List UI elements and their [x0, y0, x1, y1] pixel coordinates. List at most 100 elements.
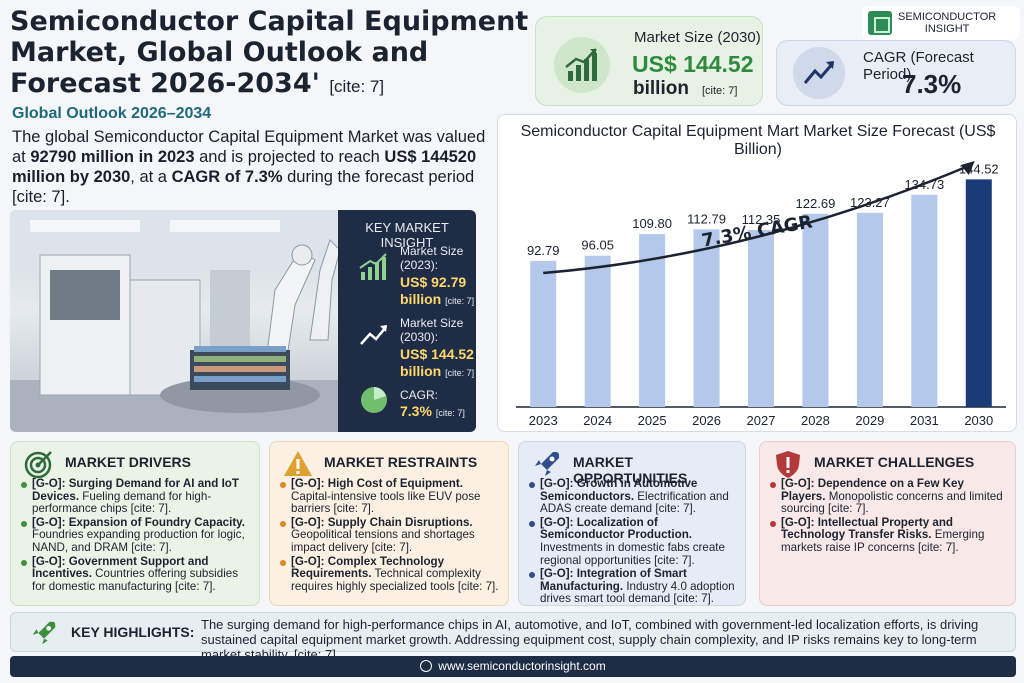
- forecast-bar-chart: 92.79 2023 96.05 2024 109.80 2025 112.79 2026 11…: [516, 161, 1006, 428]
- item-bold: [G-O]: Government Support and Incentives…: [32, 554, 209, 581]
- trend-arrow-icon: [360, 325, 387, 345]
- insight-2-value-a: US$ 144.52: [400, 346, 474, 362]
- warning-icon: [284, 451, 312, 476]
- bar-value-label: 122.69: [796, 196, 836, 211]
- insight-2-unit: billion: [400, 363, 442, 379]
- market-restraints-box: MARKET RESTRAINTS [G-O]: High Cost of Eq…: [269, 441, 509, 606]
- footer-url-link[interactable]: www.semiconductorinsight.com: [438, 659, 606, 673]
- x-tick-label: 2029: [855, 413, 884, 428]
- market-opportunities-box: MARKET OPPORTUNITIES [G-O]: Growth in Au…: [518, 441, 746, 606]
- list-item: [G-O]: Complex Technology Requirements. …: [280, 554, 502, 594]
- intro-text-1: The global Semiconductor Capital Equipme…: [12, 128, 486, 166]
- drivers-list: [G-O]: Surging Demand for AI and IoT Dev…: [21, 477, 253, 594]
- brand-logo[interactable]: SEMICONDUCTOR INSIGHT: [862, 6, 1020, 40]
- page-title-text: Semiconductor Capital Equipment Market, …: [10, 6, 529, 99]
- item-text: Industry 4.0 adoption drives smart tool …: [540, 579, 735, 606]
- list-item: [G-O]: Integration of Smart Manufacturin…: [529, 567, 739, 606]
- list-item: [G-O]: Localization of Semiconductor Pro…: [529, 515, 739, 567]
- highlights-text: The surging demand for high-performance …: [201, 617, 979, 662]
- list-item: [G-O]: Supply Chain Disruptions. Geopoli…: [280, 516, 502, 555]
- item-bold: [G-O]: Intellectual Property and Technol…: [781, 515, 953, 542]
- kpi-cagr-card: CAGR (Forecast Period) 7.3%: [776, 40, 1016, 106]
- list-item: [G-O]: Surging Demand for AI and IoT Dev…: [21, 477, 253, 516]
- item-text: Emerging markets raise IP concerns [cite…: [781, 528, 985, 554]
- item-text: Electrification and ADAS create demand […: [540, 489, 729, 516]
- item-text: Foundries expanding production for logic…: [32, 528, 245, 554]
- bar-value-label: 112.35: [742, 212, 781, 227]
- drivers-title: MARKET DRIVERS: [65, 454, 192, 470]
- insight-3-cite: [cite: 7]: [435, 408, 465, 418]
- chart-title: Semiconductor Capital Equipment Mart Mar…: [520, 123, 996, 158]
- market-challenges-box: MARKET CHALLENGES [G-O]: Dependence on a…: [759, 441, 1016, 606]
- bar-value-label: 96.05: [581, 238, 614, 253]
- kpi-market-size-unit: billion: [633, 78, 689, 99]
- kpi-cagr-label: CAGR (Forecast Period): [863, 49, 974, 83]
- pie-icon: [361, 387, 387, 413]
- growth-chart-icon: [554, 37, 610, 93]
- item-bold: [G-O]: Growth in Automotive Semiconducto…: [540, 477, 698, 503]
- insight-2-label-a: Market Size: [400, 316, 464, 330]
- x-tick-label: 2024: [583, 413, 612, 428]
- chart-bar: [911, 194, 938, 407]
- highlights-label: KEY HIGHLIGHTS:: [71, 624, 195, 640]
- chart-bar: [530, 260, 557, 407]
- arrow-head: [960, 161, 975, 175]
- insight-1-cite: [cite: 7]: [445, 296, 475, 306]
- item-bold: [G-O]: Complex Technology Requirements.: [291, 554, 445, 581]
- restraints-list: [G-O]: High Cost of Equipment. Capital-i…: [280, 477, 502, 594]
- list-item: [G-O]: High Cost of Equipment. Capital-i…: [280, 477, 502, 516]
- x-tick-label: 2031: [910, 413, 939, 428]
- bar-value-label: 112.79: [687, 211, 726, 226]
- forecast-chart-card: Semiconductor Capital Equipment Mart Mar…: [497, 114, 1017, 432]
- intro-bold-2: US$ 144520 million by 2030: [12, 148, 477, 186]
- kpi-cagr-value: 7.3%: [902, 69, 962, 99]
- item-bold: [G-O]: High Cost of Equipment.: [291, 477, 463, 490]
- insight-2-value-b: billion [cite: 7]: [400, 363, 474, 381]
- item-text: Technical complexity requires highly spe…: [291, 567, 499, 593]
- restraints-title: MARKET RESTRAINTS: [324, 454, 478, 470]
- item-text: Countries offering subsidies for domesti…: [32, 567, 239, 593]
- market-drivers-box: MARKET DRIVERS [G-O]: Surging Demand for…: [10, 441, 260, 606]
- intro-bold-1: 92790 million in 2023: [30, 148, 195, 166]
- chart-bar: [802, 213, 829, 407]
- item-bold: [G-O]: Localization of Semiconductor Pro…: [540, 515, 693, 542]
- kpi-market-size-label: Market Size (2030): [634, 29, 761, 46]
- insight-2-cite: [cite: 7]: [445, 368, 475, 378]
- logo-line-1: SEMICONDUCTOR: [898, 11, 997, 23]
- insight-1-unit: billion: [400, 291, 442, 307]
- chart-bar: [856, 212, 883, 407]
- shield-alert-icon: [776, 451, 800, 478]
- cagr-trend-arrow: [543, 163, 972, 275]
- insight-1-label-b: (2023):: [400, 258, 439, 272]
- x-tick-label: 2027: [747, 413, 776, 428]
- intro-text-4: during the forecast period [cite: 7].: [12, 168, 475, 206]
- insight-1-value-b: billion [cite: 7]: [400, 291, 474, 309]
- insight-3-label: CAGR:: [400, 388, 439, 402]
- item-text: Fueling demand for high-performance chip…: [32, 489, 212, 516]
- list-item: [G-O]: Intellectual Property and Technol…: [770, 515, 1009, 555]
- kpi-market-size-card: Market Size (2030) US$ 144.52 billion [c…: [535, 16, 763, 106]
- rocket-icon: [535, 452, 559, 476]
- kpi-market-size-cite: [cite: 7]: [702, 85, 738, 97]
- page-title: Semiconductor Capital Equipment Market, …: [10, 6, 530, 102]
- item-bold: [G-O]: Surging Demand for AI and IoT Dev…: [32, 477, 239, 503]
- list-item: [G-O]: Expansion of Foundry Capacity. Fo…: [21, 516, 253, 555]
- key-market-insight-panel: KEY MARKET INSIGHT Market Size (2023): U…: [338, 210, 476, 432]
- bar-value-label: 109.80: [632, 216, 672, 231]
- list-item: [G-O]: Growth in Automotive Semiconducto…: [529, 477, 739, 516]
- chart-bar: [639, 234, 666, 407]
- list-item: [G-O]: Government Support and Incentives…: [21, 554, 253, 594]
- chart-bar: [965, 179, 992, 407]
- page-subtitle: Global Outlook 2026–2034: [12, 105, 212, 122]
- x-tick-label: 2025: [638, 413, 667, 428]
- rocket-icon: [32, 621, 56, 645]
- insight-3-number: 7.3%: [400, 403, 432, 419]
- item-bold: [G-O]: Integration of Smart Manufacturin…: [540, 567, 687, 593]
- opportunities-list: [G-O]: Growth in Automotive Semiconducto…: [529, 477, 739, 607]
- intro-paragraph: The global Semiconductor Capital Equipme…: [12, 127, 487, 207]
- growth-chart-icon: [359, 253, 387, 280]
- x-tick-label: 2030: [964, 413, 993, 428]
- bar-value-label: 92.79: [527, 243, 560, 258]
- x-tick-label: 2023: [529, 413, 558, 428]
- chip-icon: [868, 11, 892, 35]
